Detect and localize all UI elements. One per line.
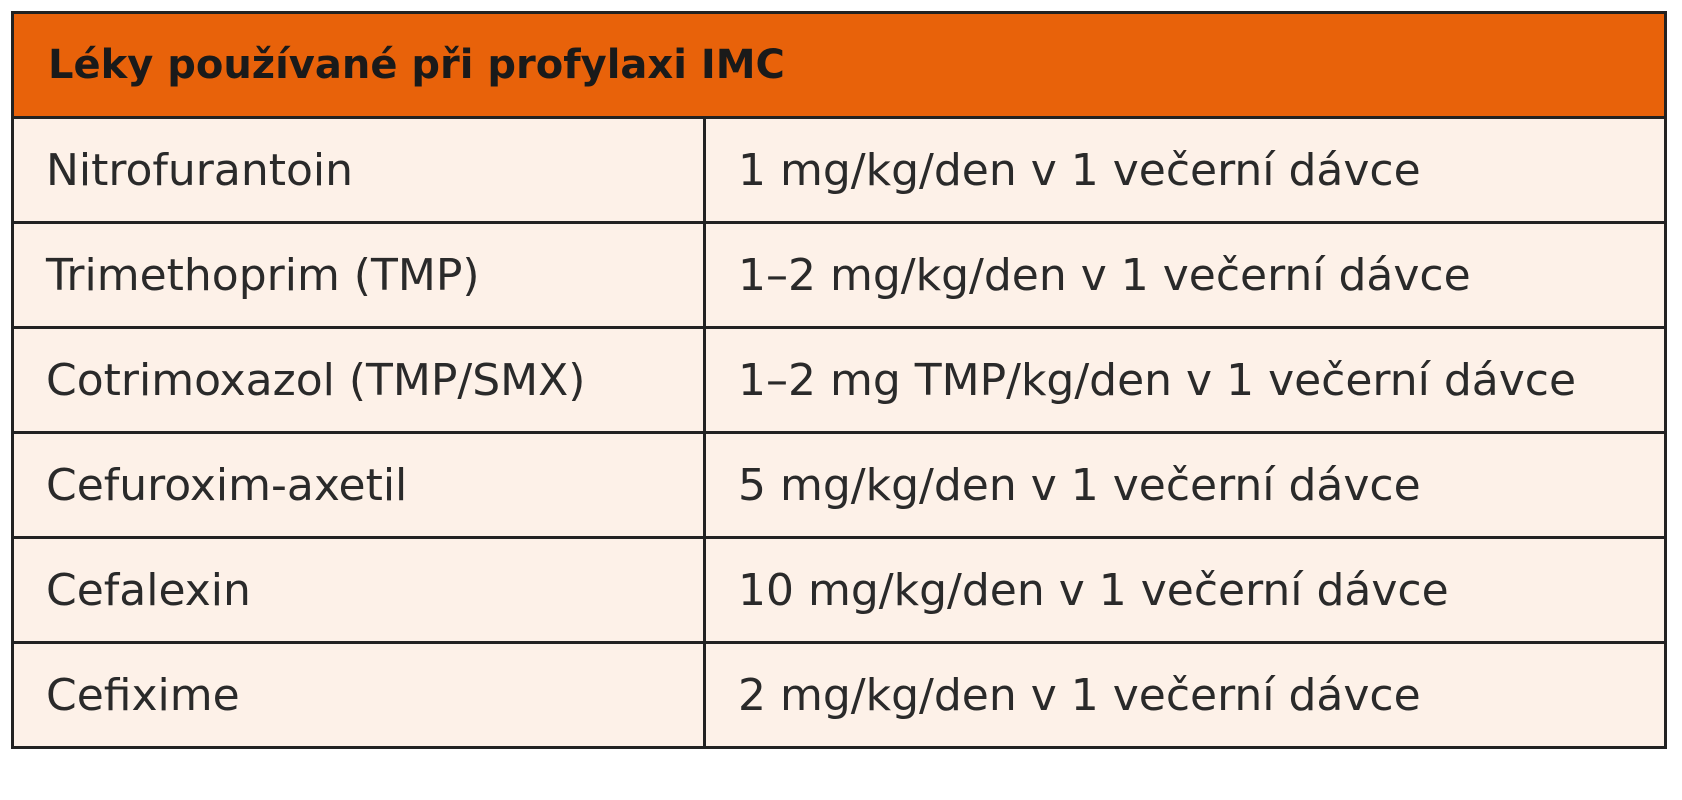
drug-name: Cotrimoxazol (TMP/SMX) xyxy=(11,326,706,434)
drug-name: Nitrofurantoin xyxy=(11,116,706,224)
drug-name: Cefalexin xyxy=(11,536,706,644)
dosage: 5 mg/kg/den v 1 večerní dávce xyxy=(703,431,1667,539)
dosage: 1–2 mg/kg/den v 1 večerní dávce xyxy=(703,221,1667,329)
table-row: Cefuroxim-axetil 5 mg/kg/den v 1 večerní … xyxy=(11,431,1667,539)
table-row: Nitrofurantoin 1 mg/kg/den v 1 večerní dá… xyxy=(11,116,1667,224)
drug-name: Cefixime xyxy=(11,641,706,749)
dosage: 2 mg/kg/den v 1 večerní dávce xyxy=(703,641,1667,749)
table-title: Léky používané při profylaxi IMC xyxy=(11,11,1667,119)
header-row: Léky používané při profylaxi IMC xyxy=(11,11,1667,119)
table-row: Cefixime 2 mg/kg/den v 1 večerní dávce xyxy=(11,641,1667,749)
dosage: 1 mg/kg/den v 1 večerní dávce xyxy=(703,116,1667,224)
drug-name: Trimethoprim (TMP) xyxy=(11,221,706,329)
table-row: Cefalexin 10 mg/kg/den v 1 večerní dávce xyxy=(11,536,1667,644)
dosage-table: Léky používané při profylaxi IMC Nitrofu… xyxy=(11,11,1667,749)
document: Léky používané při profylaxi IMC Nitrofu… xyxy=(11,11,1682,749)
table-row: Trimethoprim (TMP) 1–2 mg/kg/den v 1 veče… xyxy=(11,221,1667,329)
dosage: 1–2 mg TMP/kg/den v 1 večerní dávce xyxy=(703,326,1667,434)
table-row: Cotrimoxazol (TMP/SMX) 1–2 mg TMP/kg/den … xyxy=(11,326,1667,434)
table-body: Nitrofurantoin 1 mg/kg/den v 1 večerní dá… xyxy=(11,116,1667,749)
drug-name: Cefuroxim-axetil xyxy=(11,431,706,539)
dosage: 10 mg/kg/den v 1 večerní dávce xyxy=(703,536,1667,644)
